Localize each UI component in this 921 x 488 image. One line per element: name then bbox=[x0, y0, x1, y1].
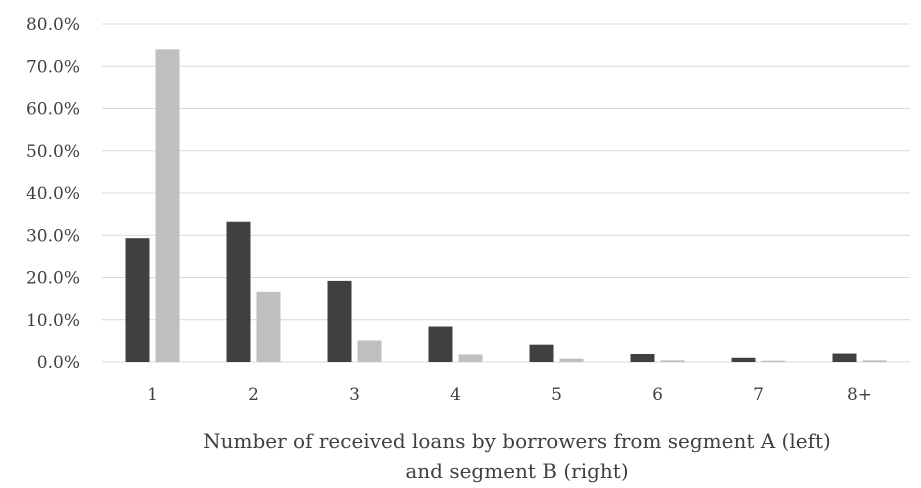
x-tick-label: 4 bbox=[450, 385, 461, 405]
bar-segment-b-6 bbox=[660, 360, 685, 362]
bar-segment-a-3 bbox=[327, 280, 352, 362]
y-tick-label: 0.0% bbox=[37, 353, 80, 373]
x-tick-label: 8+ bbox=[847, 385, 872, 405]
y-tick-label: 20.0% bbox=[26, 269, 80, 289]
bar-segment-b-1 bbox=[155, 49, 180, 362]
bar-segment-b-4 bbox=[458, 354, 483, 362]
y-axis-tick-labels: 0.0% 10.0% 20.0% 30.0% 40.0% 50.0% 60.0% 70.0% 8… bbox=[26, 15, 80, 373]
bar-segment-b-7 bbox=[761, 360, 786, 362]
y-tick-label: 50.0% bbox=[26, 142, 80, 162]
bars bbox=[125, 49, 887, 362]
bar-segment-a-1 bbox=[125, 238, 150, 362]
y-tick-label: 80.0% bbox=[26, 15, 80, 35]
y-tick-label: 30.0% bbox=[26, 226, 80, 246]
bar-segment-a-6 bbox=[630, 353, 655, 362]
x-axis-tick-labels: 1 2 3 4 5 6 7 8+ bbox=[147, 385, 872, 405]
x-tick-label: 5 bbox=[551, 385, 562, 405]
bar-segment-a-7 bbox=[731, 357, 756, 362]
bar-segment-b-2 bbox=[256, 291, 281, 362]
x-axis-title-line-1: Number of received loans by borrowers fr… bbox=[203, 429, 831, 453]
x-tick-label: 3 bbox=[349, 385, 360, 405]
bar-segment-a-5 bbox=[529, 344, 554, 362]
bar-segment-b-5 bbox=[559, 358, 584, 362]
bar-segment-a-4 bbox=[428, 326, 453, 362]
x-tick-label: 2 bbox=[248, 385, 259, 405]
bar-segment-b-8+ bbox=[862, 360, 887, 362]
x-tick-label: 6 bbox=[652, 385, 663, 405]
x-tick-label: 1 bbox=[147, 385, 158, 405]
y-tick-label: 70.0% bbox=[26, 57, 80, 77]
bar-segment-b-3 bbox=[357, 340, 382, 362]
y-tick-label: 10.0% bbox=[26, 311, 80, 331]
y-tick-label: 60.0% bbox=[26, 100, 80, 120]
bar-segment-a-8+ bbox=[832, 353, 857, 362]
x-axis-title-line-2: and segment B (right) bbox=[405, 459, 628, 483]
x-tick-label: 7 bbox=[753, 385, 764, 405]
y-tick-label: 40.0% bbox=[26, 184, 80, 204]
gridlines bbox=[102, 23, 910, 363]
bar-segment-a-2 bbox=[226, 221, 251, 362]
